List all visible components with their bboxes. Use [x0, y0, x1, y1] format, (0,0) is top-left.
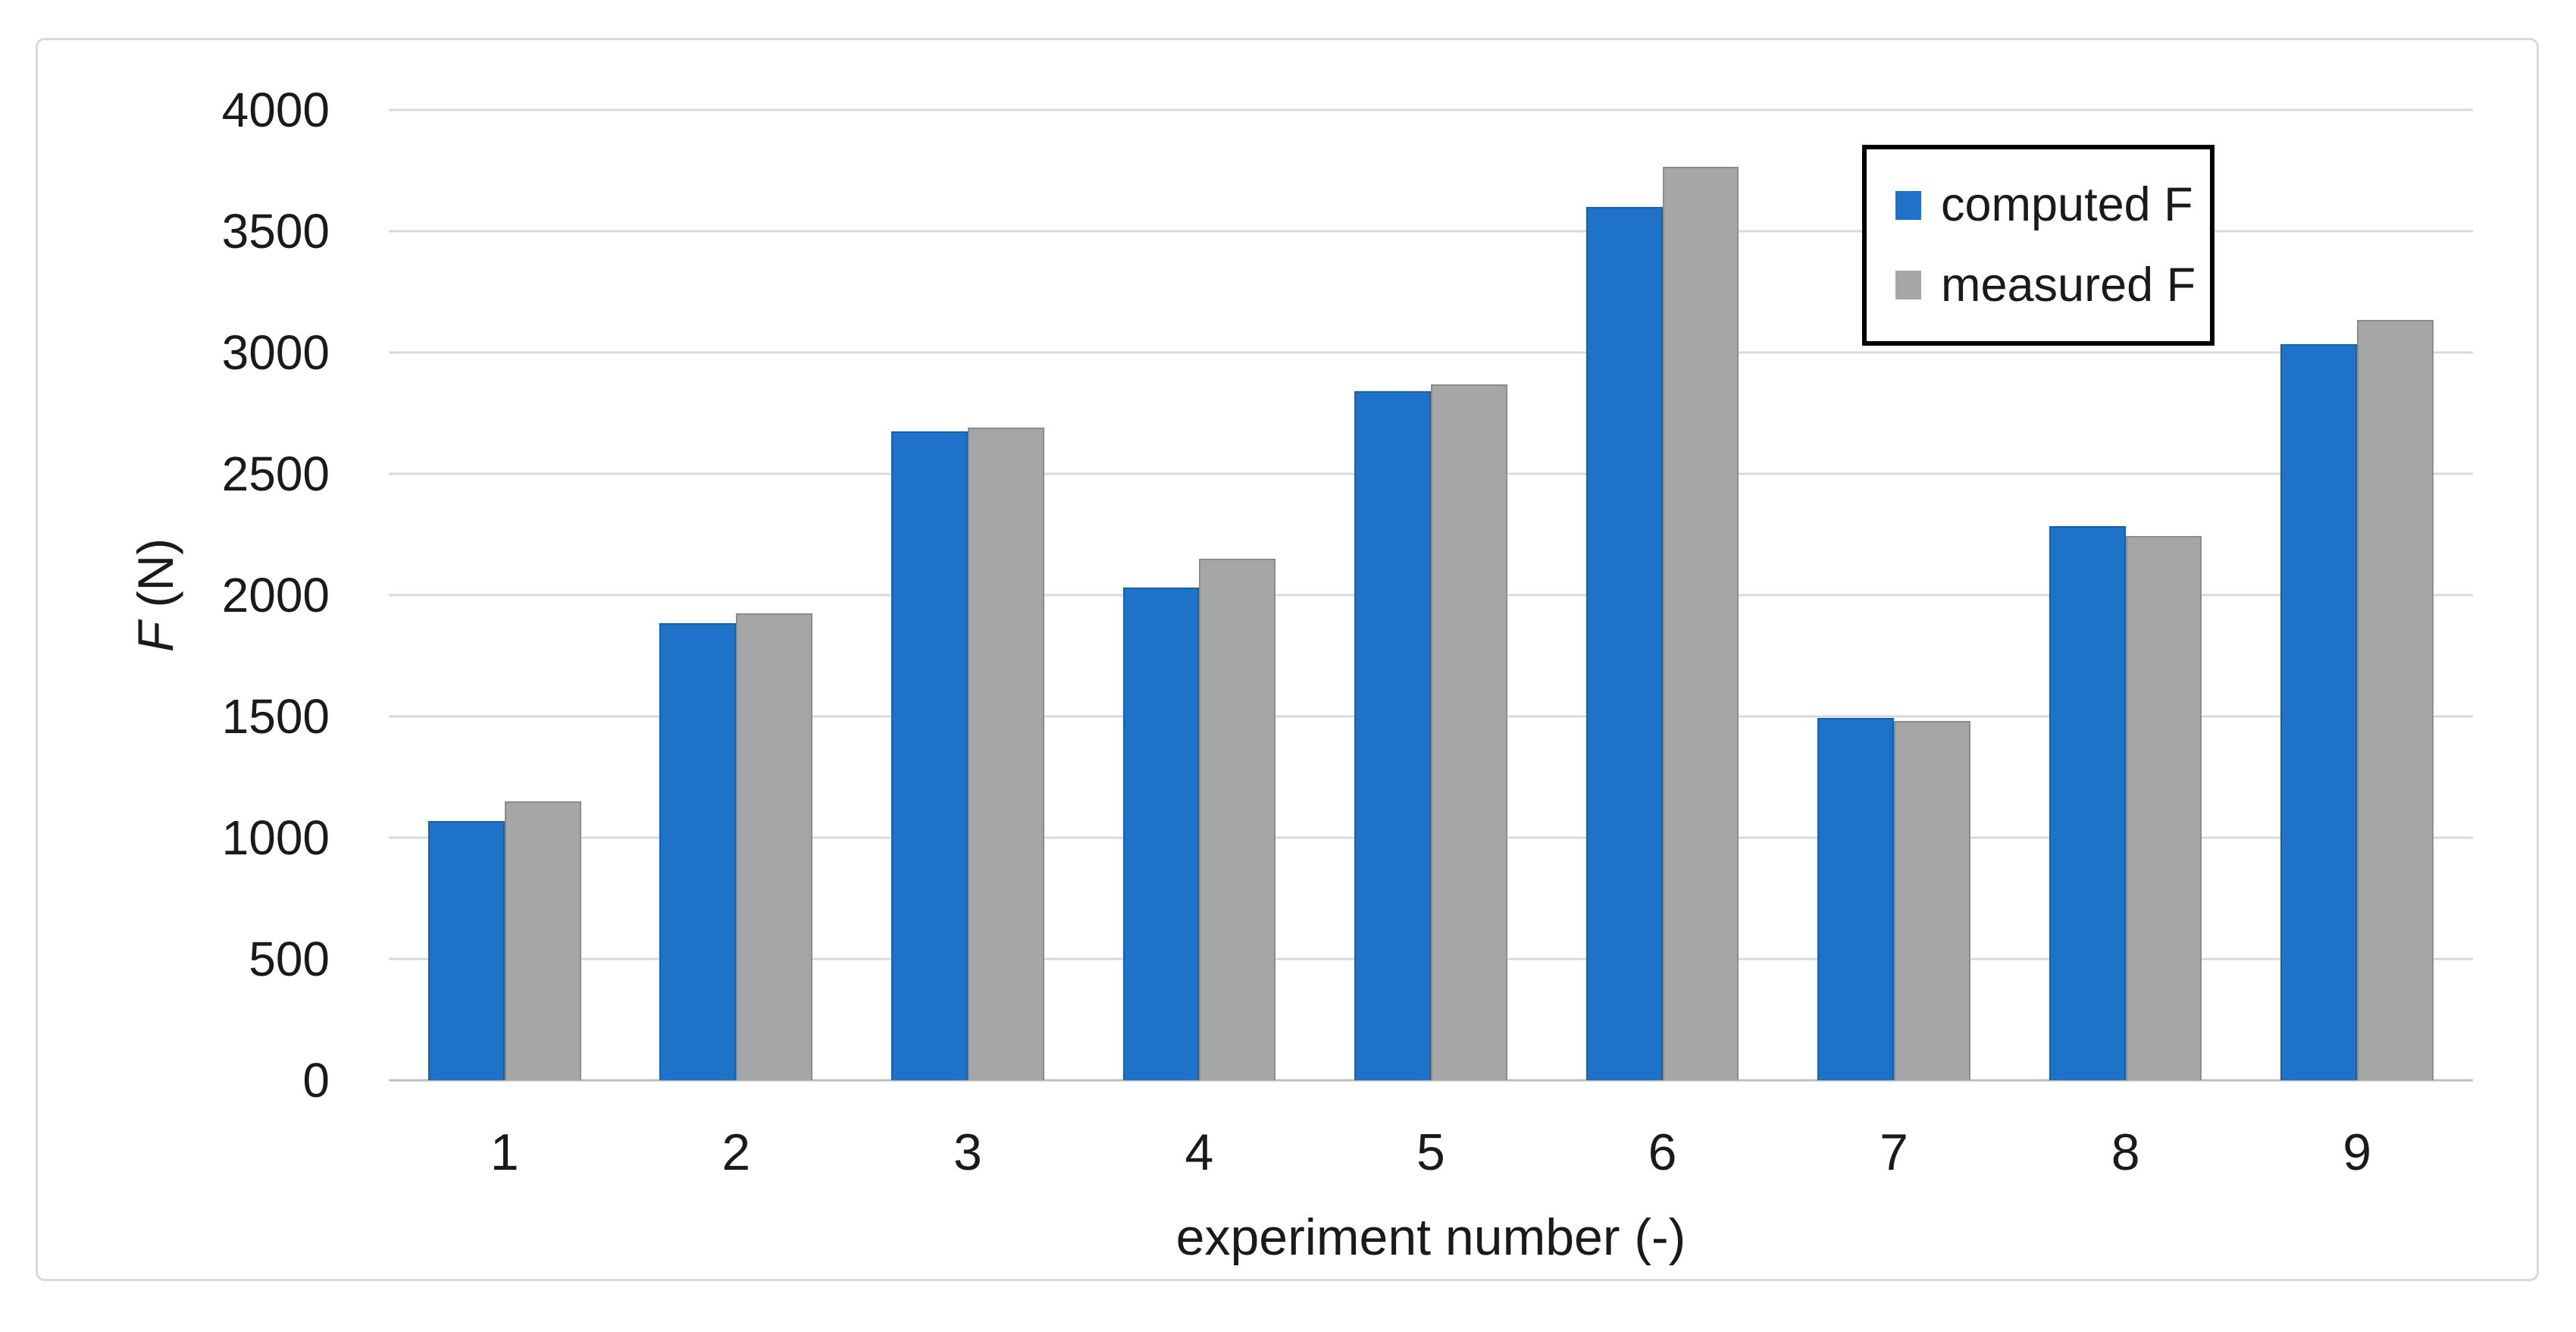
y-tick-label-4000: 4000 — [221, 83, 330, 137]
bar-group-8 — [2010, 110, 2242, 1080]
y-tick-label-500: 500 — [249, 932, 330, 986]
y-tick-label-3000: 3000 — [221, 325, 330, 380]
bar-group-3 — [852, 110, 1084, 1080]
computed-f-bar-6 — [1585, 207, 1663, 1080]
computed-f-bar-1 — [427, 820, 505, 1080]
x-axis-tick-labels: 1 2 3 4 5 6 7 8 9 — [389, 1107, 2473, 1198]
computed-f-bar-5 — [1354, 391, 1431, 1080]
legend-item-measured: measured F — [1895, 258, 2210, 312]
computed-series-swatch-icon — [1895, 190, 1921, 220]
x-tick-label-5: 5 — [1416, 1124, 1445, 1181]
bar-group-4 — [1084, 110, 1316, 1080]
x-tick-label-9: 9 — [2343, 1124, 2372, 1181]
gridline-4000 — [389, 108, 2473, 111]
computed-f-bar-9 — [2280, 343, 2358, 1080]
measured-f-bar-1 — [504, 801, 581, 1080]
measured-f-bar-3 — [967, 428, 1044, 1080]
computed-f-bar-3 — [891, 431, 968, 1080]
bar-group-1 — [389, 110, 621, 1080]
y-tick-label-2000: 2000 — [221, 568, 330, 622]
bar-group-9 — [2241, 110, 2473, 1080]
gridline-3000 — [389, 351, 2473, 354]
x-axis-title: experiment number (-) — [1175, 1208, 1686, 1266]
legend-label-computed: computed F — [1941, 178, 2193, 232]
legend-item-computed: computed F — [1895, 181, 2210, 229]
y-tick-label-2500: 2500 — [221, 447, 330, 501]
bar-group-7 — [1778, 110, 2010, 1080]
legend-label-measured: measured F — [1941, 258, 2196, 312]
x-tick-label-2: 2 — [721, 1124, 751, 1181]
y-tick-label-1500: 1500 — [221, 689, 330, 744]
x-tick-label-1: 1 — [490, 1124, 519, 1181]
legend: computed F measured F — [1862, 145, 2214, 346]
measured-f-bar-5 — [1430, 384, 1507, 1080]
plot-area — [389, 108, 2473, 1082]
bar-group-5 — [1315, 110, 1547, 1080]
x-tick-label-6: 6 — [1648, 1124, 1677, 1181]
y-axis-tick-labels: 0 500 1000 1500 2000 2500 3000 3500 4000 — [0, 86, 349, 1105]
computed-f-bar-7 — [1817, 717, 1895, 1080]
measured-f-bar-2 — [736, 613, 813, 1080]
measured-f-bar-7 — [1894, 721, 1970, 1080]
bar-group-6 — [1547, 110, 1779, 1080]
measured-f-bar-6 — [1662, 167, 1739, 1080]
measured-series-swatch-icon — [1895, 271, 1921, 300]
x-tick-label-8: 8 — [2111, 1124, 2140, 1181]
x-tick-label-3: 3 — [953, 1124, 982, 1181]
computed-f-bar-2 — [659, 622, 737, 1080]
measured-f-bar-4 — [1199, 559, 1276, 1080]
computed-f-bar-4 — [1122, 588, 1200, 1080]
computed-f-bar-8 — [2049, 525, 2126, 1080]
x-tick-label-7: 7 — [1880, 1124, 1908, 1181]
gridline-3500 — [389, 230, 2473, 233]
y-tick-label-3500: 3500 — [221, 204, 330, 259]
x-tick-label-4: 4 — [1185, 1124, 1214, 1181]
measured-f-bar-9 — [2357, 319, 2434, 1080]
y-tick-label-1000: 1000 — [221, 810, 330, 865]
bars-row — [389, 110, 2473, 1080]
y-tick-label-0: 0 — [302, 1053, 330, 1108]
measured-f-bar-8 — [2125, 535, 2202, 1080]
bar-group-2 — [621, 110, 853, 1080]
x-axis-line — [389, 1079, 2473, 1082]
